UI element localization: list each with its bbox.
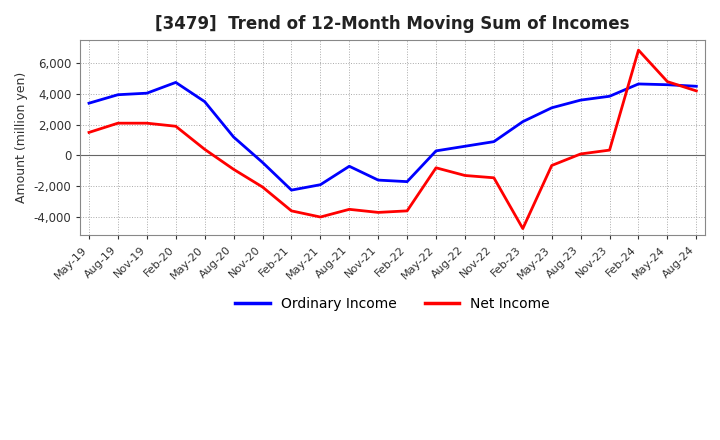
Ordinary Income: [432, 148, 441, 154]
Net Income: [461, 173, 469, 178]
Ordinary Income: [576, 98, 585, 103]
Ordinary Income: [692, 84, 701, 89]
Net Income: [200, 147, 209, 152]
Net Income: [374, 210, 382, 215]
Ordinary Income: [374, 177, 382, 183]
Ordinary Income: [171, 80, 180, 85]
Net Income: [692, 88, 701, 94]
Title: [3479]  Trend of 12-Month Moving Sum of Incomes: [3479] Trend of 12-Month Moving Sum of I…: [156, 15, 630, 33]
Net Income: [258, 184, 267, 190]
Ordinary Income: [634, 81, 643, 87]
Net Income: [114, 121, 122, 126]
Net Income: [85, 130, 94, 135]
Legend: Ordinary Income, Net Income: Ordinary Income, Net Income: [230, 291, 556, 316]
Ordinary Income: [143, 91, 151, 96]
Net Income: [345, 207, 354, 212]
Net Income: [576, 151, 585, 157]
Ordinary Income: [200, 99, 209, 104]
Net Income: [229, 167, 238, 172]
Ordinary Income: [663, 82, 672, 88]
Net Income: [287, 208, 296, 213]
Net Income: [547, 163, 556, 168]
Line: Net Income: Net Income: [89, 50, 696, 228]
Net Income: [171, 124, 180, 129]
Net Income: [143, 121, 151, 126]
Ordinary Income: [606, 94, 614, 99]
Ordinary Income: [402, 179, 411, 184]
Net Income: [402, 208, 411, 213]
Net Income: [316, 214, 325, 220]
Ordinary Income: [229, 134, 238, 139]
Net Income: [663, 79, 672, 84]
Net Income: [490, 175, 498, 180]
Net Income: [634, 48, 643, 53]
Line: Ordinary Income: Ordinary Income: [89, 82, 696, 190]
Ordinary Income: [461, 143, 469, 149]
Ordinary Income: [114, 92, 122, 97]
Net Income: [432, 165, 441, 170]
Ordinary Income: [490, 139, 498, 144]
Ordinary Income: [85, 101, 94, 106]
Ordinary Income: [345, 164, 354, 169]
Net Income: [606, 147, 614, 153]
Net Income: [518, 226, 527, 231]
Ordinary Income: [258, 160, 267, 165]
Ordinary Income: [518, 119, 527, 124]
Ordinary Income: [287, 187, 296, 193]
Ordinary Income: [316, 182, 325, 187]
Ordinary Income: [547, 105, 556, 110]
Y-axis label: Amount (million yen): Amount (million yen): [15, 72, 28, 203]
